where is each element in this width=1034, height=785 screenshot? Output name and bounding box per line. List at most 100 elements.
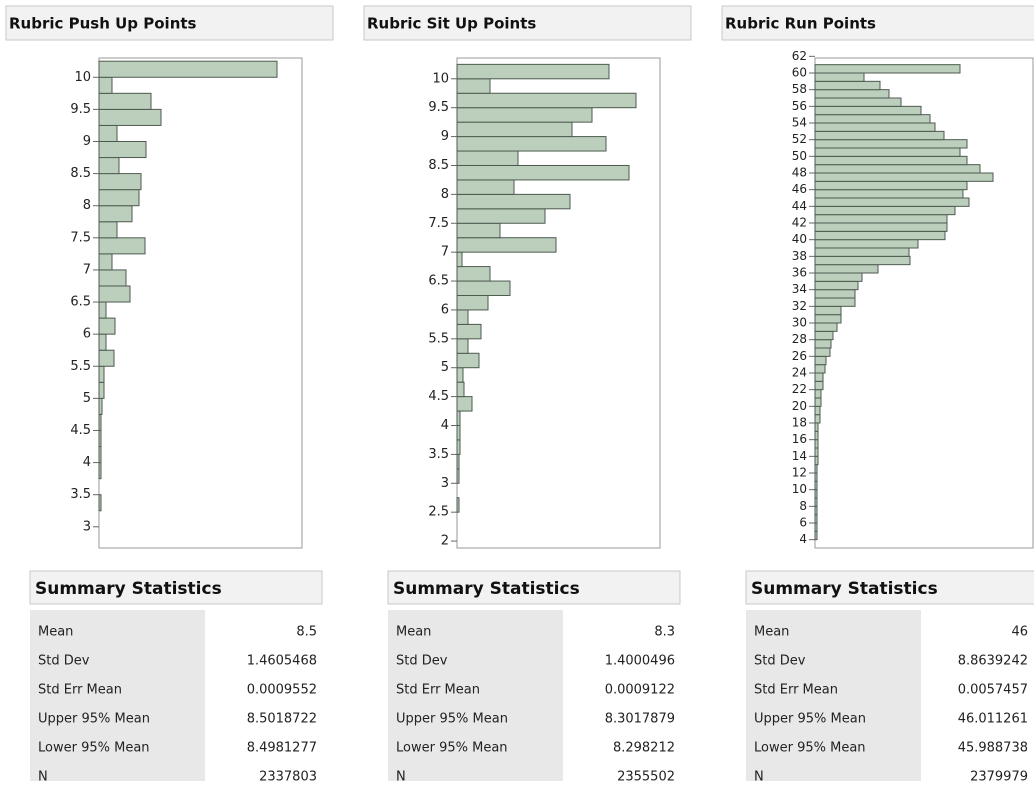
bar [456, 468, 460, 484]
stat-value: 1.4605468 [247, 654, 317, 669]
bar [814, 164, 981, 174]
stat-value: 0.0057457 [958, 683, 1028, 698]
y-tick-label: 22 [792, 382, 807, 396]
stat-label: Mean [754, 625, 789, 640]
bar [814, 414, 821, 424]
bar [814, 497, 818, 507]
y-tick-label: 8.5 [70, 166, 91, 181]
y-tick-label: 30 [792, 316, 807, 330]
y-tick-label: 36 [792, 266, 807, 280]
bar [814, 122, 936, 132]
bar [814, 305, 842, 316]
y-tick-label: 8 [83, 198, 91, 213]
bar [98, 494, 102, 512]
stat-value: 2337803 [259, 770, 317, 782]
bar [814, 297, 856, 307]
bar [814, 447, 819, 457]
bar [456, 497, 460, 513]
bar [814, 455, 819, 466]
y-tick-label: 50 [792, 149, 807, 163]
stat-label: Mean [396, 625, 431, 640]
bar [98, 189, 140, 207]
bar [814, 530, 818, 541]
stat-value: 8.8639242 [958, 654, 1028, 669]
bar [456, 179, 515, 195]
y-tick-label: 8 [799, 499, 807, 513]
stat-label: N [38, 770, 48, 782]
bar [814, 230, 946, 241]
y-tick-label: 6 [441, 302, 449, 317]
table-header [387, 570, 681, 605]
bar [814, 355, 827, 366]
y-tick-label: 9.5 [70, 102, 91, 117]
stat-value: 46 [1011, 625, 1028, 640]
y-tick-label: 3 [441, 476, 449, 491]
table-header [745, 570, 1034, 605]
plot-frame [98, 57, 303, 549]
panel-header [5, 5, 334, 41]
bar [814, 464, 818, 474]
bar [456, 367, 464, 383]
bar [456, 150, 519, 166]
y-tick-label: 9 [441, 129, 449, 144]
y-tick-label: 9 [83, 134, 91, 149]
stat-label: Lower 95% Mean [38, 741, 150, 756]
label-column [30, 610, 205, 781]
bar [814, 372, 824, 382]
y-tick-label: 2.5 [428, 505, 449, 520]
bar [814, 480, 818, 491]
bar [814, 239, 919, 249]
y-tick-label: 7 [441, 245, 449, 260]
y-tick-label: 5.5 [428, 331, 449, 346]
stat-value: 8.5018722 [247, 712, 317, 727]
bar [814, 289, 856, 299]
stat-label: Std Err Mean [754, 683, 838, 698]
y-tick-label: 4.5 [428, 389, 449, 404]
y-tick-label: 8.5 [428, 158, 449, 173]
bar [814, 389, 822, 399]
table-header [29, 570, 323, 605]
bar [814, 422, 819, 432]
stat-value: 46.011261 [958, 712, 1028, 727]
y-tick-label: 4.5 [70, 423, 91, 438]
stat-label: Lower 95% Mean [396, 741, 508, 756]
label-column [388, 610, 563, 781]
stat-value: 8.298212 [613, 741, 675, 756]
bar [98, 333, 107, 351]
y-tick-label: 38 [792, 249, 807, 263]
bar [456, 107, 593, 123]
stat-value: 8.3017879 [605, 712, 675, 727]
bar [814, 222, 948, 232]
y-tick-label: 42 [792, 216, 807, 230]
bar [814, 522, 818, 532]
stat-label: N [396, 770, 406, 782]
bar [814, 247, 910, 257]
bar [814, 80, 881, 91]
bar [456, 381, 465, 398]
bar [456, 352, 480, 369]
bar [814, 397, 822, 407]
bar [98, 285, 131, 303]
bar [98, 446, 102, 464]
bar [98, 429, 102, 448]
stat-label: Mean [38, 625, 73, 640]
stat-label: Std Dev [396, 654, 448, 669]
y-tick-label: 32 [792, 299, 807, 313]
stat-label: Upper 95% Mean [38, 712, 150, 727]
y-tick-label: 3.5 [428, 447, 449, 462]
bar [456, 309, 469, 325]
bar [814, 189, 964, 199]
stat-label: Std Dev [754, 654, 806, 669]
bar [814, 172, 994, 182]
stat-label: Upper 95% Mean [396, 712, 508, 727]
chart-title: Rubric Sit Up Points [367, 15, 536, 33]
bar [814, 314, 842, 324]
y-tick-label: 9.5 [428, 100, 449, 115]
bar [814, 347, 831, 357]
bar [456, 323, 482, 340]
y-tick-label: 7 [83, 262, 91, 277]
stat-value: 2355502 [617, 770, 675, 782]
bar [98, 365, 105, 383]
y-tick-label: 10 [74, 70, 91, 85]
